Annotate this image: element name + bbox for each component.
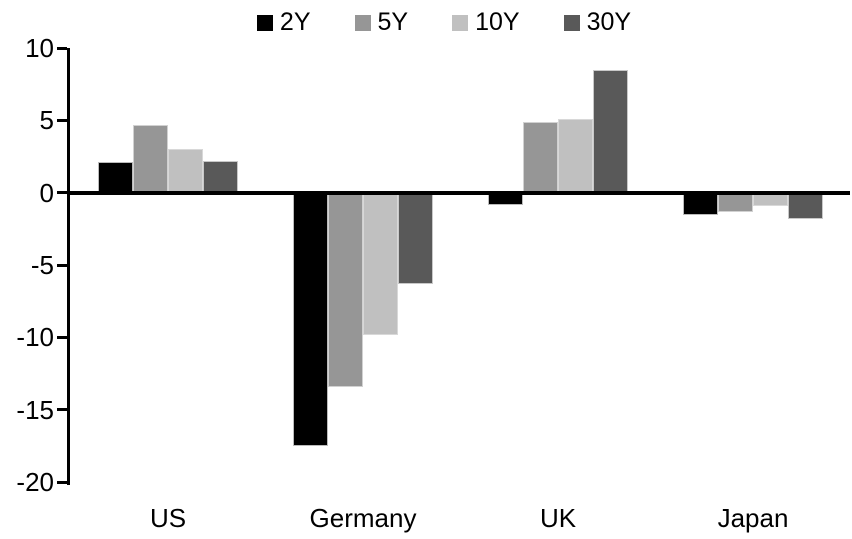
legend-label: 5Y — [377, 8, 409, 36]
bar-us-10y — [168, 149, 203, 192]
bar-us-2y — [98, 162, 133, 192]
zero-axis-line — [67, 191, 850, 195]
bar-japan-2y — [683, 193, 718, 215]
x-category-label: Japan — [717, 503, 789, 533]
y-tick-label: 5 — [39, 105, 54, 135]
y-tick-mark — [57, 408, 67, 411]
legend-swatch-icon — [452, 14, 469, 31]
legend-label: 2Y — [279, 8, 311, 36]
bar-us-30y — [203, 161, 238, 193]
bar-japan-30y — [788, 193, 823, 219]
y-tick-label: -20 — [16, 467, 54, 497]
bar-germany-5y — [328, 193, 363, 387]
y-axis-line — [67, 48, 70, 485]
y-tick-label: -15 — [16, 395, 54, 425]
bar-germany-10y — [363, 193, 398, 335]
y-tick-label: 10 — [25, 33, 54, 63]
bar-uk-30y — [593, 70, 628, 193]
legend-item-10y: 10Y — [452, 8, 520, 36]
legend-swatch-icon — [354, 14, 371, 31]
x-category-label: US — [149, 503, 187, 533]
y-tick-label: 0 — [39, 178, 54, 208]
bar-uk-10y — [558, 119, 593, 193]
y-tick-label: -10 — [16, 322, 54, 352]
y-tick-mark — [57, 119, 67, 122]
bar-germany-30y — [398, 193, 433, 284]
y-tick-mark — [57, 191, 67, 194]
bar-uk-5y — [523, 122, 558, 193]
y-tick-mark — [57, 47, 67, 50]
legend-label: 30Y — [586, 8, 632, 36]
bar-germany-2y — [293, 193, 328, 446]
y-tick-mark — [57, 336, 67, 339]
x-category-label: Germany — [309, 503, 417, 533]
y-tick-mark — [57, 481, 67, 484]
legend-item-30y: 30Y — [563, 8, 632, 36]
bar-us-5y — [133, 125, 168, 193]
legend-item-5y: 5Y — [354, 8, 409, 36]
y-tick-mark — [57, 264, 67, 267]
legend-item-2y: 2Y — [256, 8, 311, 36]
chart-legend: 2Y 5Y 10Y 30Y — [0, 10, 852, 35]
x-category-label: UK — [539, 503, 577, 533]
legend-swatch-icon — [563, 14, 580, 31]
legend-label: 10Y — [475, 8, 520, 36]
y-tick-label: -5 — [30, 250, 54, 280]
bar-japan-5y — [718, 193, 753, 212]
legend-swatch-icon — [256, 14, 273, 31]
